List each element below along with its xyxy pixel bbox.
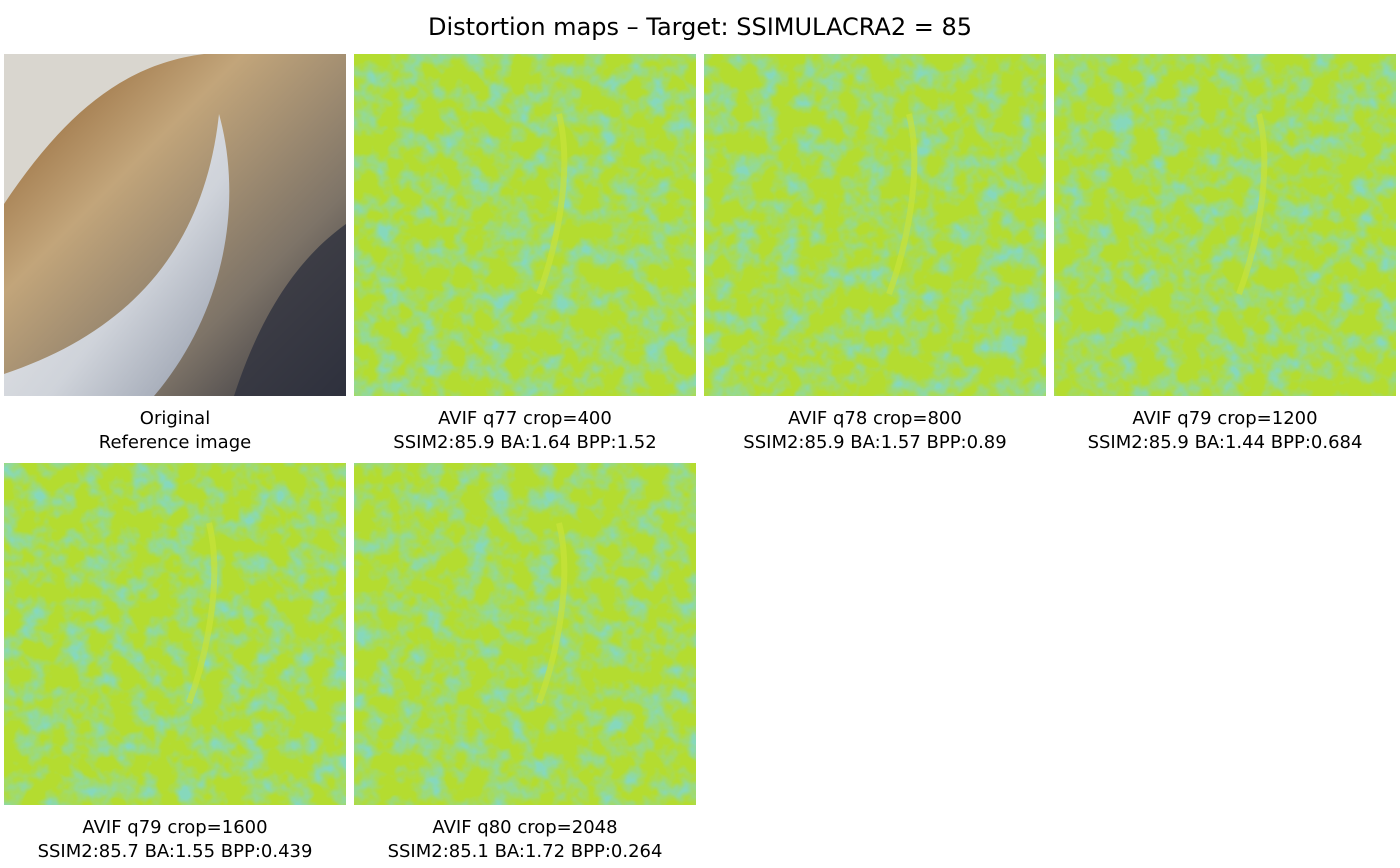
distortion-map [4, 463, 346, 805]
caption-line-1: AVIF q79 crop=1600 [82, 817, 267, 838]
caption-line-1: AVIF q79 crop=1200 [1132, 408, 1317, 429]
caption-line-2: SSIM2:85.7 BA:1.55 BPP:0.439 [38, 841, 313, 862]
caption-line-2: SSIM2:85.9 BA:1.57 BPP:0.89 [743, 432, 1006, 453]
caption-line-2: SSIM2:85.9 BA:1.44 BPP:0.684 [1088, 432, 1363, 453]
caption-line-2: SSIM2:85.1 BA:1.72 BPP:0.264 [388, 841, 663, 862]
panel: Original Reference image [4, 54, 346, 453]
panel: AVIF q78 crop=800 SSIM2:85.9 BA:1.57 BPP:… [704, 54, 1046, 453]
caption-line-1: Original [140, 408, 210, 429]
panel: AVIF q79 crop=1600 SSIM2:85.7 BA:1.55 BPP… [4, 463, 346, 862]
caption-line-2: SSIM2:85.9 BA:1.64 BPP:1.52 [393, 432, 656, 453]
panel: AVIF q80 crop=2048 SSIM2:85.1 BA:1.72 BPP… [354, 463, 696, 862]
caption-line-1: AVIF q77 crop=400 [438, 408, 612, 429]
figure-title: Distortion maps – Target: SSIMULACRA2 = … [428, 13, 972, 41]
reference-image [4, 54, 346, 396]
caption-line-2: Reference image [99, 432, 251, 453]
distortion-map [354, 463, 696, 805]
distortion-map [704, 54, 1046, 396]
distortion-map [1054, 54, 1396, 396]
panel: AVIF q77 crop=400 SSIM2:85.9 BA:1.64 BPP:… [354, 54, 696, 453]
caption-line-1: AVIF q80 crop=2048 [432, 817, 617, 838]
distortion-map [354, 54, 696, 396]
panel: AVIF q79 crop=1200 SSIM2:85.9 BA:1.44 BPP… [1054, 54, 1396, 453]
caption-line-1: AVIF q78 crop=800 [788, 408, 962, 429]
